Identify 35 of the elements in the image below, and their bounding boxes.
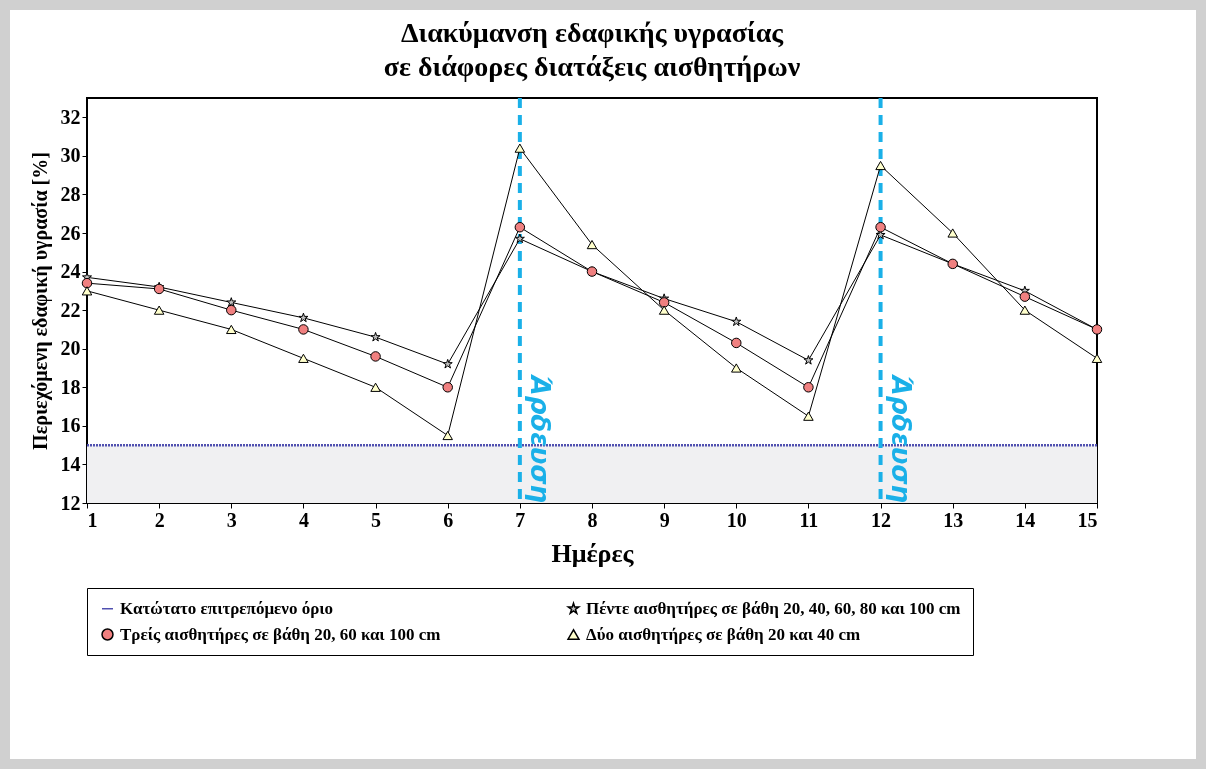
x-tick-label: 4 (298, 508, 309, 531)
y-tick-label: 12 (60, 491, 81, 514)
x-tick-label: 12 (871, 508, 892, 531)
y-tick-label: 26 (60, 221, 81, 244)
y-tick-label: 22 (60, 298, 81, 321)
y-tick-label: 30 (60, 144, 81, 167)
y-tick-label: 32 (60, 105, 81, 128)
y-tick-label: 16 (60, 414, 81, 437)
ref-line-label: Άρδευση (885, 373, 916, 503)
legend-label: Κατώτατο επιτρεπόμενο όριο (120, 598, 334, 618)
legend-label: Πέντε αισθητήρες σε βάθη 20, 40, 60, 80 και 100 cm (586, 598, 961, 618)
x-tick-label: 6 (443, 508, 454, 531)
x-tick-label: 2 (154, 508, 165, 531)
x-tick-label: 13 (943, 508, 964, 531)
x-tick-label: 15 (1077, 508, 1098, 531)
x-tick-label: 8 (587, 508, 598, 531)
chart-title: Διακύμανση εδαφικής υγρασίας σε διάφορες διατάξεις αισθητήρων (383, 17, 801, 82)
x-tick-label: 3 (226, 508, 237, 531)
y-tick-label: 14 (60, 452, 81, 475)
y-tick-label: 24 (60, 260, 81, 283)
y-tick-label: 28 (60, 182, 81, 205)
x-tick-label: 1 (87, 508, 98, 531)
y-tick-label: 20 (60, 337, 81, 360)
y-tick-label: 18 (60, 375, 81, 398)
legend-label: Τρείς αισθητήρες σε βάθη 20, 60 και 100 cm (120, 624, 441, 644)
y-axis-title: Περιεχόμενη εδαφική υγρασία [%] (28, 152, 52, 450)
x-tick-label: 11 (799, 508, 819, 531)
x-tick-label: 14 (1015, 508, 1036, 531)
x-tick-label: 5 (371, 508, 382, 531)
x-tick-label: 9 (659, 508, 670, 531)
x-axis-title: Ημέρες (551, 538, 635, 568)
x-tick-label: 10 (726, 508, 747, 531)
x-tick-label: 7 (515, 508, 526, 531)
ref-line-label: Άρδευση (524, 373, 555, 503)
legend-label: Δύο αισθητήρες σε βάθη 20 και 40 cm (586, 624, 861, 644)
